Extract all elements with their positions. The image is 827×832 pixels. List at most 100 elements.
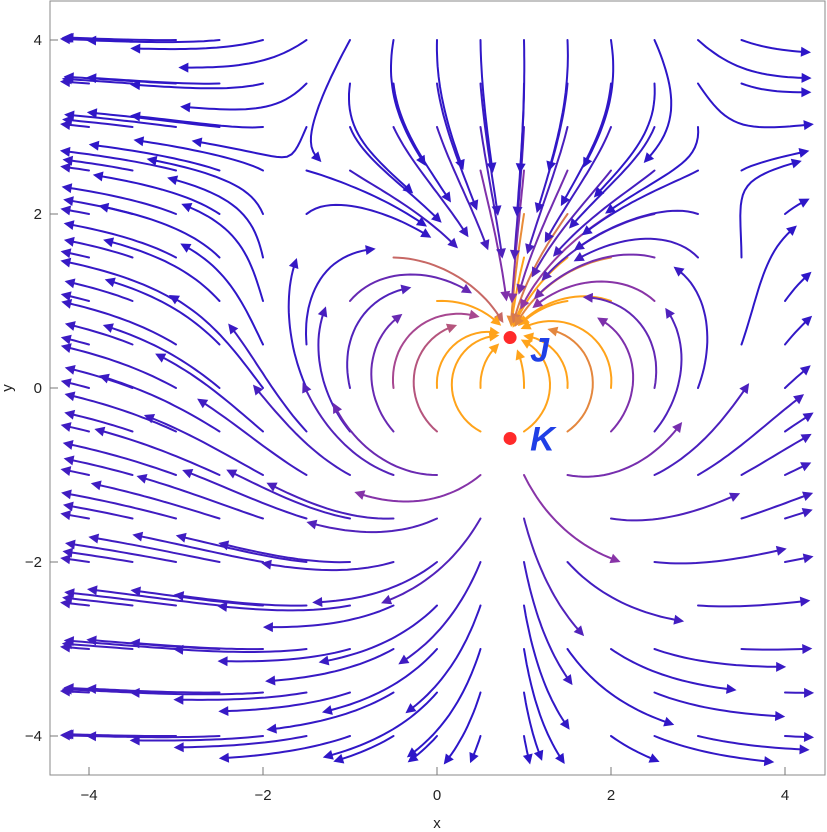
x-tick-label: 2 xyxy=(607,787,615,804)
streamline xyxy=(134,534,264,563)
streamline-arrowhead xyxy=(129,80,141,91)
streamline xyxy=(320,604,438,663)
streamline xyxy=(740,647,811,651)
streamline-arrowhead xyxy=(178,62,189,73)
streamline xyxy=(697,735,808,751)
streamline-arrowhead xyxy=(62,501,74,512)
streamline-arrowhead xyxy=(104,277,116,288)
streamline xyxy=(175,594,308,607)
streamline-arrowhead xyxy=(581,225,593,236)
streamline-arrowhead xyxy=(799,596,811,607)
streamline-arrowhead xyxy=(168,295,180,305)
streamline xyxy=(349,126,441,222)
streamline xyxy=(435,39,464,169)
streamline xyxy=(317,308,351,433)
streamline xyxy=(132,39,264,51)
streamline xyxy=(566,561,683,622)
streamline-arrowhead xyxy=(173,694,184,705)
y-axis: −4 −2 0 2 4 xyxy=(25,32,58,745)
streamline xyxy=(90,536,221,563)
y-tick-label: 4 xyxy=(34,32,42,49)
streamline xyxy=(554,169,656,256)
streamline xyxy=(740,226,796,346)
streamline xyxy=(561,82,612,205)
streamline xyxy=(653,735,773,763)
streamline xyxy=(182,82,308,111)
streamline xyxy=(511,169,525,302)
streamline xyxy=(740,82,810,94)
x-tick-label: 0 xyxy=(433,787,441,804)
streamline xyxy=(653,691,784,718)
streamline-arrowhead xyxy=(799,744,810,755)
streamline-arrowhead xyxy=(59,146,71,157)
streamline-arrowhead xyxy=(799,365,811,376)
streamline-arrowhead xyxy=(643,152,655,163)
streamline-arrowhead xyxy=(310,151,322,163)
streamline-arrowhead xyxy=(520,339,532,349)
streamline-arrowhead xyxy=(406,747,418,758)
streamline xyxy=(64,442,177,476)
streamline xyxy=(408,648,482,757)
streamline-arrowhead xyxy=(798,147,810,158)
streamline xyxy=(105,239,221,302)
streamline-arrowhead xyxy=(776,661,787,672)
streamline xyxy=(549,328,594,433)
streamline-arrowhead xyxy=(803,732,815,742)
streamline xyxy=(253,385,351,476)
y-tick-label: 0 xyxy=(34,380,42,397)
streamline xyxy=(263,561,395,572)
streamline-arrowhead xyxy=(60,334,72,345)
streamline-arrowhead xyxy=(64,321,76,331)
streamline-arrowhead xyxy=(130,43,141,54)
streamline-arrowhead xyxy=(512,206,523,217)
streamline xyxy=(131,691,264,696)
streamline xyxy=(63,301,177,346)
streamline-arrowhead xyxy=(306,519,318,530)
streamline-arrowhead xyxy=(445,323,458,334)
streamline xyxy=(570,126,656,228)
streamline-arrowhead xyxy=(672,421,683,433)
streamline-arrowhead xyxy=(90,480,102,491)
x-tick-label: −4 xyxy=(80,787,97,804)
streamline-arrowhead xyxy=(774,711,786,721)
streamline-arrowhead xyxy=(60,554,71,565)
streamline-arrowhead xyxy=(381,594,393,605)
streamline-arrowhead xyxy=(455,158,465,170)
streamline-arrowhead xyxy=(63,455,75,466)
y-tick-label: −4 xyxy=(25,728,42,745)
streamline-arrowhead xyxy=(391,313,403,324)
streamline xyxy=(88,76,221,85)
streamline xyxy=(65,222,177,259)
streamline xyxy=(510,256,525,326)
streamline xyxy=(61,150,177,172)
streamline-arrowhead xyxy=(321,705,333,715)
streamline-arrowhead xyxy=(94,426,106,437)
streamline xyxy=(94,174,221,215)
streamline-arrowhead xyxy=(665,307,675,319)
streamline xyxy=(156,353,264,433)
streamline-arrowhead xyxy=(86,73,97,84)
streamline-arrowhead xyxy=(63,236,75,247)
streamline-arrowhead xyxy=(468,199,479,211)
streamline xyxy=(348,82,412,193)
streamline-arrowhead xyxy=(793,394,805,405)
y-tick-label: −2 xyxy=(25,554,42,571)
streamline-arrowhead xyxy=(555,752,565,765)
streamline xyxy=(66,393,177,433)
streamline-arrowhead xyxy=(332,402,343,414)
streamline xyxy=(349,169,457,248)
streamline-arrowhead xyxy=(490,315,502,326)
streamline xyxy=(510,213,525,324)
streamline-arrowhead xyxy=(802,491,814,502)
streamline-arrowhead xyxy=(593,186,605,198)
streamline-arrowhead xyxy=(562,674,573,686)
streamline-arrowhead xyxy=(266,482,278,492)
streamline xyxy=(63,492,177,520)
streamline xyxy=(302,384,395,476)
streamline xyxy=(183,204,264,302)
streamline-arrowhead xyxy=(318,655,330,666)
streamline xyxy=(314,561,438,604)
streamline-arrowhead xyxy=(488,343,500,355)
streamline xyxy=(518,169,569,293)
streamline-arrowhead xyxy=(88,533,100,544)
